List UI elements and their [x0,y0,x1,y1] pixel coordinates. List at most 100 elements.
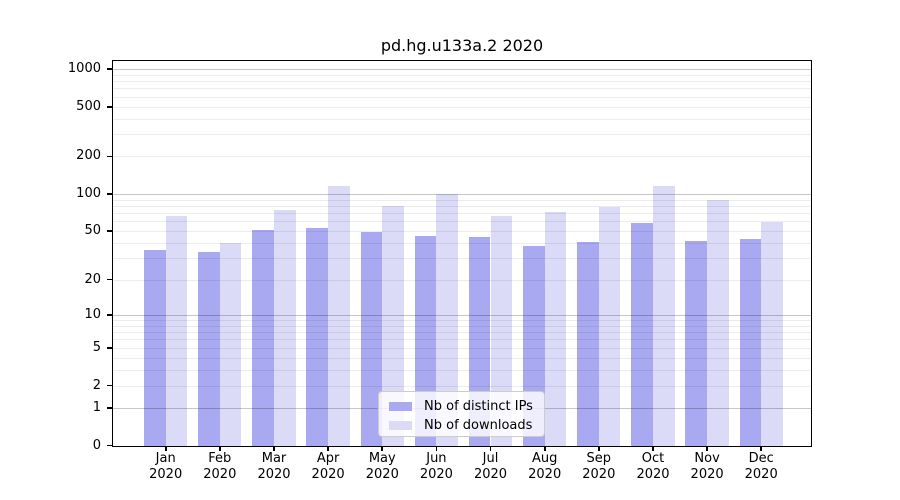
bar-distinct-ips-mar [252,230,274,446]
x-tick-label: Aug 2020 [528,451,562,482]
y-tick-label: 100 [76,186,101,201]
x-tick [597,446,600,451]
y-tick-label: 2 [92,377,101,393]
x-tick-label: Mar 2020 [257,451,291,482]
x-tick [327,446,329,451]
bar-distinct-ips-sep [577,241,599,446]
x-tick [652,446,654,451]
gridline-minor [113,213,811,215]
gridline-major [113,314,811,316]
gridline-minor [113,221,811,223]
gridline-minor [113,134,811,136]
y-tick [107,105,113,108]
x-tick-label: Jul 2020 [473,451,508,482]
gridline-minor [113,357,811,359]
bar-downloads-jul [490,216,513,446]
y-tick [107,278,113,281]
gridline-minor [113,206,811,207]
gridline-minor [113,96,811,98]
gridline-major [113,194,811,195]
x-tick [543,446,546,451]
gridline-minor [113,106,811,108]
y-tick-label: 50 [84,223,101,239]
bar-downloads-aug [544,212,567,446]
bar-distinct-ips-may [360,232,383,446]
chart-title: pd.hg.u133a.2 2020 [380,36,544,55]
y-tick [107,155,113,158]
x-tick [489,446,492,451]
bar-downloads-may [382,206,404,446]
gridline-minor [113,243,811,245]
legend-swatch-downloads [389,421,412,430]
bar-distinct-ips-dec [739,239,762,446]
bar-downloads-oct [653,185,675,446]
y-tick-label: 1 [92,399,101,415]
bar-distinct-ips-jan [144,250,166,446]
y-tick-label: 20 [84,271,101,287]
gridline-minor [113,88,811,90]
bar-downloads-mar [274,209,296,446]
bar-downloads-dec [761,222,783,446]
gridline-minor [113,385,811,387]
x-tick-label: Apr 2020 [311,451,345,482]
y-tick [107,444,113,447]
x-tick-label: Jun 2020 [419,451,453,482]
x-tick [760,446,763,451]
bar-downloads-jan [165,215,188,446]
legend-label-downloads: Nb of downloads [424,417,533,433]
bar-downloads-nov [707,200,729,446]
gridline-minor [113,118,811,120]
x-tick [706,446,708,451]
x-tick-label: May 2020 [365,451,399,482]
gridline-minor [113,258,811,260]
bar-distinct-ips-feb [198,251,220,446]
y-tick [107,406,113,409]
gridline-minor [113,156,811,158]
bar-downloads-jun [436,194,459,446]
plot-area [113,61,811,446]
x-tick-label: Jan 2020 [149,451,183,482]
legend-swatch-distinct-ips [389,402,412,411]
x-tick [218,446,221,451]
gridline-minor [113,199,811,201]
legend-entry-downloads: Nb of downloads [389,416,544,435]
x-tick-label: Dec 2020 [744,451,778,482]
gridline-minor [113,369,811,371]
y-tick-label: 0 [92,437,101,453]
y-tick [107,346,113,349]
gridline-minor [113,320,811,321]
gridline-minor [113,74,811,76]
y-tick [107,313,113,316]
y-tick-label: 200 [76,148,101,164]
bar-distinct-ips-nov [685,240,708,446]
gridline-minor [113,347,811,349]
legend: Nb of distinct IPs Nb of downloads [378,391,545,437]
bar-downloads-feb [219,243,242,446]
bar-downloads-apr [328,185,350,446]
y-tick-label: 5 [92,339,101,355]
gridline-major [113,68,811,70]
x-tick [273,446,275,451]
x-tick-label: Oct 2020 [636,451,670,482]
y-tick [107,230,113,233]
gridline-minor [113,231,811,233]
y-tick [107,68,113,70]
gridline-minor [113,332,811,334]
y-tick [107,193,113,195]
bar-downloads-sep [598,207,621,446]
x-tick-label: Sep 2020 [582,451,616,482]
bar-distinct-ips-oct [631,223,653,446]
x-tick [435,446,438,451]
x-tick-label: Nov 2020 [690,451,724,482]
gridline-minor [113,325,811,327]
legend-entry-distinct-ips: Nb of distinct IPs [389,397,544,416]
legend-label-distinct-ips: Nb of distinct IPs [424,398,533,414]
x-tick-label: Feb 2020 [203,451,237,482]
bar-distinct-ips-apr [306,228,329,446]
x-tick [164,446,167,451]
y-tick-label: 10 [84,306,101,322]
gridline-minor [113,279,811,281]
gridline-minor [113,339,811,341]
x-tick [381,446,384,451]
